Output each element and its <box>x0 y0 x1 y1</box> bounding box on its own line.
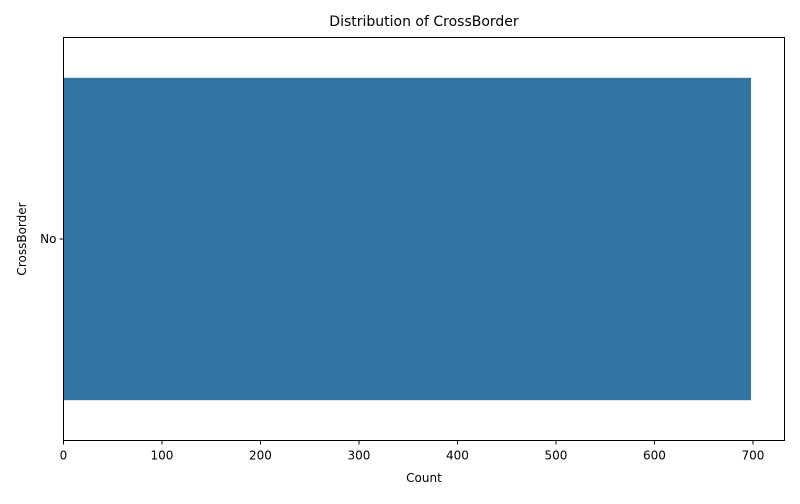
x-tick-label: 100 <box>151 449 174 463</box>
x-tick-label: 0 <box>60 449 68 463</box>
x-tick-label: 700 <box>742 449 765 463</box>
x-tick-label: 500 <box>545 449 568 463</box>
y-tick-label: No <box>40 232 56 246</box>
x-axis-ticks: 0 100 200 300 400 500 600 700 <box>60 440 765 463</box>
y-axis-ticks: No <box>40 232 64 246</box>
x-tick-label: 300 <box>348 449 371 463</box>
x-tick-label: 200 <box>249 449 272 463</box>
chart-title: Distribution of CrossBorder <box>329 14 519 30</box>
bars-layer <box>63 77 752 401</box>
y-axis-title: CrossBorder <box>15 202 29 275</box>
x-tick-label: 600 <box>643 449 666 463</box>
bar-no <box>63 77 752 401</box>
x-tick-label: 400 <box>446 449 469 463</box>
x-axis-title: Count <box>406 471 442 485</box>
